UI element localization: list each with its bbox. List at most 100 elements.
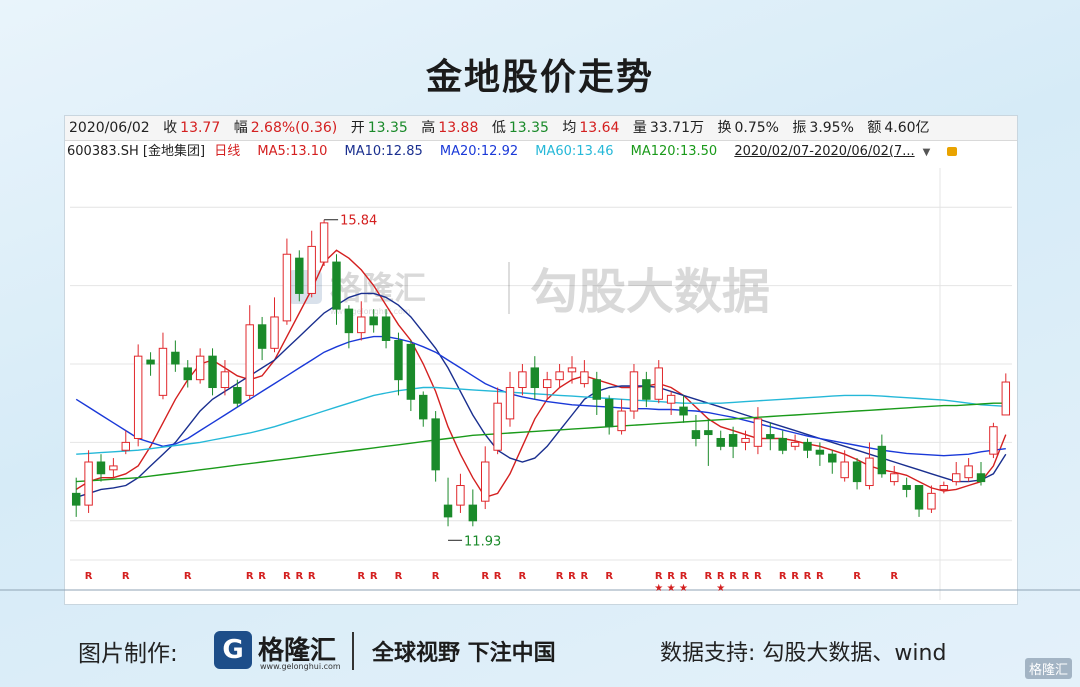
avg-label: 均 bbox=[562, 120, 577, 136]
footer-brand-url: www.gelonghui.com bbox=[260, 662, 341, 671]
candle-body bbox=[567, 367, 577, 373]
candle-body bbox=[555, 371, 564, 381]
stock-code: 600383.SH [金地集团] bbox=[67, 144, 206, 159]
min-annotation: 11.93 bbox=[448, 534, 501, 549]
ma5-legend: MA5:13.10 bbox=[257, 144, 328, 159]
r-marker: R bbox=[754, 571, 762, 582]
r-marker: R bbox=[258, 571, 266, 582]
amplitude-value: 3.95% bbox=[809, 120, 854, 136]
candle-body bbox=[406, 343, 416, 400]
chart-grid bbox=[0, 168, 1080, 600]
candle-body bbox=[443, 504, 453, 518]
candle-body bbox=[233, 387, 242, 404]
candle-body bbox=[109, 465, 118, 471]
candle-body bbox=[456, 485, 465, 506]
period-label[interactable]: 日线 bbox=[214, 144, 241, 159]
candle-body bbox=[295, 257, 304, 294]
quote-date: 2020/06/02 bbox=[69, 120, 150, 136]
r-marker: R bbox=[791, 571, 799, 582]
open-value: 13.35 bbox=[367, 120, 408, 136]
candle-body bbox=[419, 394, 428, 420]
watermark-divider bbox=[508, 262, 510, 314]
candle-body bbox=[890, 473, 899, 483]
change-value: 2.68%(0.36) bbox=[250, 120, 338, 136]
r-marker: R bbox=[246, 571, 254, 582]
r-marker: R bbox=[568, 571, 576, 582]
max-label: 15.84 bbox=[340, 214, 377, 229]
candle-body bbox=[468, 504, 478, 522]
footer-source: 数据支持: 勾股大数据、wind bbox=[660, 641, 947, 666]
candle-body bbox=[592, 379, 601, 400]
amount-label: 额 bbox=[867, 120, 882, 136]
candle-body bbox=[71, 492, 81, 506]
star-marker: ★ bbox=[667, 583, 676, 594]
candle-body bbox=[344, 308, 354, 334]
r-marker: R bbox=[717, 571, 725, 582]
candle-body bbox=[133, 355, 143, 439]
watermark-url: www.gelonghui.com bbox=[330, 307, 411, 316]
candle-body bbox=[629, 371, 639, 412]
r-marker: R bbox=[85, 571, 93, 582]
ma60-line bbox=[76, 386, 1006, 455]
candle-body bbox=[642, 379, 651, 400]
r-marker: R bbox=[432, 571, 440, 582]
close-value: 13.77 bbox=[180, 120, 221, 136]
bottom-markers: R R R R R R R R R R R R R R R R R R R R R R R R R R R R R R R R R★ ★ ★ ★ bbox=[85, 571, 899, 594]
corner-logo: 格隆汇 bbox=[1024, 658, 1072, 679]
r-marker: R bbox=[742, 571, 750, 582]
candle-body bbox=[208, 355, 217, 389]
r-marker: R bbox=[283, 571, 291, 582]
r-marker: R bbox=[667, 571, 675, 582]
low-label: 低 bbox=[491, 120, 506, 136]
candle-body bbox=[282, 253, 292, 322]
candle-body bbox=[654, 367, 663, 400]
avg-value: 13.64 bbox=[579, 120, 620, 136]
candle-body bbox=[766, 434, 775, 439]
footer-credit: 图片制作: bbox=[78, 641, 178, 667]
ma-legend-bar: 600383.SH [金地集团] 日线 MA5:13.10 MA10:12.85… bbox=[65, 142, 1017, 162]
r-marker: R bbox=[519, 571, 527, 582]
footer: 图片制作: G 格隆汇 www.gelonghui.com 全球视野 下注中国 … bbox=[0, 622, 1080, 682]
ma120-legend: MA120:13.50 bbox=[630, 144, 718, 159]
candle-body bbox=[183, 367, 192, 381]
chart-title: 金地股价走势 bbox=[425, 57, 654, 98]
candle-body bbox=[828, 453, 837, 463]
r-marker: R bbox=[655, 571, 663, 582]
candle-body bbox=[146, 359, 155, 365]
r-marker: R bbox=[556, 571, 564, 582]
high-value: 13.88 bbox=[438, 120, 479, 136]
volume-value: 33.71万 bbox=[649, 120, 705, 136]
r-marker: R bbox=[704, 571, 712, 582]
dropdown-icon[interactable]: ▼ bbox=[922, 147, 931, 158]
candle-body bbox=[518, 371, 527, 389]
candle-body bbox=[728, 434, 738, 447]
lock-icon[interactable] bbox=[947, 147, 958, 156]
candle-body bbox=[369, 316, 378, 326]
date-range[interactable]: 2020/02/07-2020/06/02(7... bbox=[734, 144, 915, 159]
candle-body bbox=[952, 473, 961, 483]
r-marker: R bbox=[395, 571, 403, 582]
r-marker: R bbox=[853, 571, 861, 582]
candle-body bbox=[431, 418, 440, 471]
open-label: 开 bbox=[350, 120, 365, 136]
ma60-legend: MA60:13.46 bbox=[535, 144, 614, 159]
r-marker: R bbox=[308, 571, 316, 582]
candle-body bbox=[332, 261, 341, 310]
footer-brand: 格隆汇 bbox=[258, 636, 337, 666]
high-label: 高 bbox=[421, 120, 436, 136]
r-marker: R bbox=[816, 571, 824, 582]
candle-body bbox=[394, 339, 403, 381]
candle-body bbox=[96, 461, 106, 475]
candle-body bbox=[815, 449, 825, 455]
max-annotation: 15.84 bbox=[324, 214, 377, 229]
candle-body bbox=[865, 457, 874, 487]
r-marker: R bbox=[581, 571, 589, 582]
r-marker: R bbox=[605, 571, 613, 582]
candle-body bbox=[939, 485, 949, 490]
candle-body bbox=[877, 445, 887, 475]
candle-body bbox=[691, 430, 701, 439]
star-marker: ★ bbox=[716, 583, 725, 594]
candle-body bbox=[505, 387, 515, 420]
candle-body bbox=[381, 316, 391, 341]
r-marker: R bbox=[890, 571, 898, 582]
